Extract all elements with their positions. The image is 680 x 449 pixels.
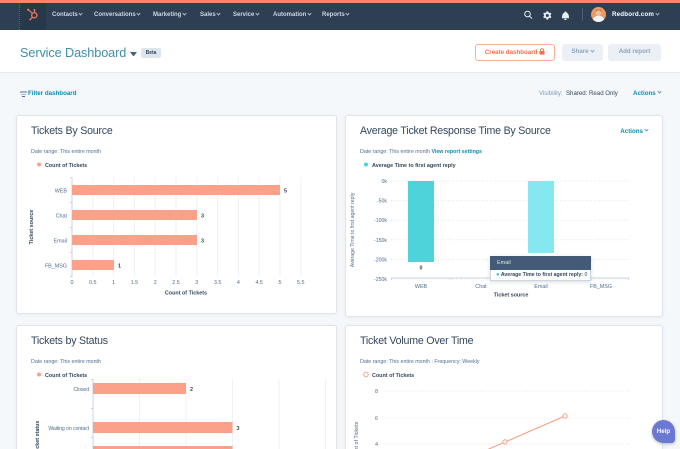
- svg-text:0: 0: [71, 280, 74, 286]
- svg-text:2.5: 2.5: [172, 280, 180, 286]
- svg-text:8: 8: [375, 389, 378, 395]
- svg-text:Average Time to first agent re: Average Time to first agent reply: [372, 163, 456, 169]
- svg-text:3.5: 3.5: [214, 280, 222, 286]
- svg-text:1: 1: [118, 264, 121, 270]
- svg-text:6: 6: [375, 416, 378, 422]
- svg-text:-200k: -200k: [374, 257, 387, 263]
- svg-text:-50k: -50k: [377, 199, 387, 205]
- svg-text:Ticket source: Ticket source: [29, 210, 35, 245]
- svg-text:3: 3: [201, 239, 204, 245]
- svg-text:Closed: Closed: [73, 387, 89, 393]
- svg-text:-100k: -100k: [374, 218, 387, 224]
- svg-text:Email: Email: [534, 284, 547, 290]
- svg-text:WEB: WEB: [415, 284, 428, 290]
- svg-text:Ticket status: Ticket status: [35, 421, 41, 449]
- svg-text:3: 3: [195, 280, 198, 286]
- svg-text:Count of Tickets: Count of Tickets: [45, 373, 87, 379]
- svg-text:-150k: -150k: [374, 238, 387, 244]
- svg-text:Count of Tickets: Count of Tickets: [45, 163, 87, 169]
- svg-text:0: 0: [420, 266, 423, 272]
- svg-text:Waiting on contact: Waiting on contact: [48, 426, 89, 432]
- svg-text:2: 2: [154, 280, 157, 286]
- svg-text:3: 3: [237, 426, 240, 432]
- svg-text:4: 4: [237, 280, 240, 286]
- svg-text:Email: Email: [54, 239, 67, 245]
- svg-text:3: 3: [201, 214, 204, 220]
- svg-text:2: 2: [190, 387, 193, 393]
- svg-text:Count of Tickets: Count of Tickets: [354, 421, 360, 449]
- svg-text:1: 1: [112, 280, 115, 286]
- svg-text:0k: 0k: [382, 179, 388, 185]
- svg-text:FB_MSG: FB_MSG: [45, 264, 67, 270]
- svg-text:Count of Tickets: Count of Tickets: [165, 291, 207, 297]
- svg-text:FB_MSG: FB_MSG: [590, 284, 612, 290]
- svg-text:1.5: 1.5: [131, 280, 139, 286]
- svg-text:Chat: Chat: [475, 284, 487, 290]
- svg-text:4: 4: [375, 442, 378, 448]
- svg-text:4.5: 4.5: [255, 280, 263, 286]
- svg-text:5: 5: [284, 189, 287, 195]
- svg-text:Count of Tickets: Count of Tickets: [372, 373, 414, 379]
- svg-text:0.5: 0.5: [89, 280, 97, 286]
- svg-text:Ticket source: Ticket source: [494, 293, 529, 299]
- svg-text:WEB: WEB: [55, 189, 68, 195]
- svg-text:-250k: -250k: [374, 277, 387, 283]
- svg-text:5.5: 5.5: [297, 280, 305, 286]
- svg-text:5: 5: [279, 280, 282, 286]
- svg-text:Average Time to first agent re: Average Time to first agent reply: [350, 192, 356, 267]
- svg-text:Chat: Chat: [56, 214, 68, 220]
